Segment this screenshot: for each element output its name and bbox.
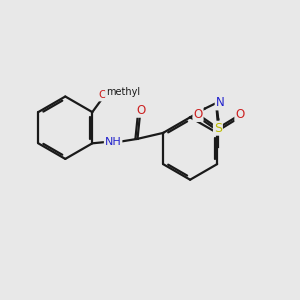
Text: O: O [194,108,202,121]
Text: O: O [136,104,146,117]
Text: methyl: methyl [106,87,140,97]
Text: S: S [214,122,222,135]
Text: NH: NH [105,137,122,147]
Text: O: O [98,91,107,100]
Text: N: N [216,97,224,110]
Text: O: O [235,108,244,121]
